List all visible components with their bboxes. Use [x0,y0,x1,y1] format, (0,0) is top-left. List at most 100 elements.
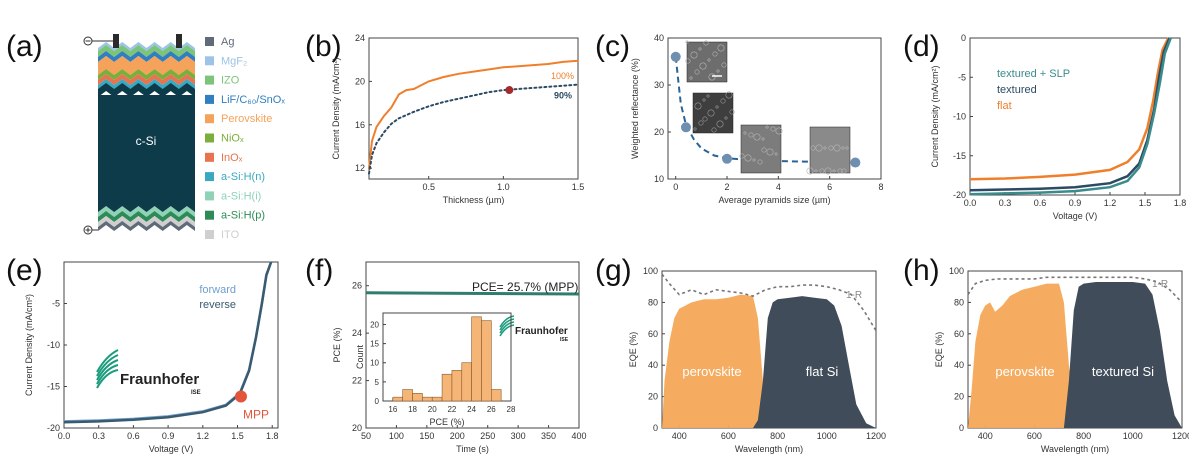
sem-texture [711,127,717,133]
legend-label: ITO [221,229,240,241]
x-tick-label-h: 800 [1076,431,1091,441]
y-axis-label-f: PCE (%) [332,327,342,362]
eqe-label: perovskite [682,364,741,379]
sem-texture [841,146,845,150]
x-tick-label-f: 250 [480,431,495,441]
x-tick-label-e: 1.2 [197,431,210,441]
legend-entry: textured [997,84,1037,96]
series-label-100: 100% [551,71,574,81]
x-tick-label-c: 4 [776,182,781,192]
histogram-bar [402,389,413,402]
histogram-bar [491,389,502,402]
sem-texture [716,69,720,73]
c-si-top-texture [98,83,195,97]
logo-swoosh [96,359,119,381]
chart-b: 0.5 1.0 1.5 12 16 20 24 Thickness (µm) Current D… [331,33,584,205]
x-tick-label-f: 200 [450,431,465,441]
legend-label: InOₓ [221,152,243,164]
histogram-bar [471,316,482,402]
legend-label: Ag [221,36,234,48]
sem-texture [694,69,700,75]
sem-texture [708,73,716,81]
c-si-label: c-Si [136,134,157,148]
x-tick-label-c: 2 [725,182,730,192]
eqe-area [1063,282,1182,428]
x-tick-label-e: 0.0 [58,431,71,441]
stack-layer [98,69,195,80]
sem-texture [715,105,719,109]
y-tick-label-f: 22 [352,376,362,386]
legend-swatch [205,114,214,124]
c-si-core [98,95,195,210]
eqe-label: perovskite [995,364,1054,379]
x-tick-label-f-inset: 24 [467,405,476,414]
chart-g: 400 600 800 1000 1200 0 20 40 60 80 100 Wavelength … [628,266,886,454]
x-tick-label-e: 1.8 [266,431,279,441]
legend-label: a-Si:H(i) [221,190,261,202]
x-axis-label-g: Wavelength (nm) [735,444,803,454]
legend-swatch [205,37,214,46]
y-tick-label-b: 16 [355,120,365,130]
sem-texture [693,127,697,131]
chart-h: 400 600 800 1000 1200 0 20 40 60 80 100 Wavelength … [934,266,1189,454]
x-tick-label-f: 350 [541,431,556,441]
sem-texture [694,102,702,110]
sem-texture [743,131,747,135]
stack-layer [98,79,195,90]
y-tick-label-c: 20 [654,127,664,137]
x-tick-label-f-inset: 28 [507,405,516,414]
ag-contact [113,34,119,48]
x-tick-label-f-inset: 20 [428,405,437,414]
stack-layer [98,216,195,227]
legend-swatch [205,133,214,143]
x-tick-label-f-inset: 18 [408,405,417,414]
legend-label: a-Si:H(p) [221,210,265,222]
legend-label: a-Si:H(n) [221,171,265,183]
eqe-area [968,283,1084,428]
x-tick-label-d: 0.6 [1034,198,1047,208]
legend-swatch [205,172,214,182]
jv-curve [969,37,1170,181]
sem-texture [724,116,728,120]
stack-layer [98,206,195,217]
x-tick-label-g: 1000 [817,431,837,441]
sem-texture [766,148,774,156]
chart-c: 0 2 4 6 8 10 20 30 40 Average pyramids size (µm) W… [630,33,884,205]
logo-text: Fraunhofer [120,371,199,388]
jv-curve [63,261,273,424]
stack-layer [98,51,195,62]
logo-sub: ISE [560,337,569,343]
legend-swatch [205,94,214,104]
x-tick-label-g: 400 [672,431,687,441]
sem-texture [761,147,767,153]
stack-layer [98,74,195,85]
chart-e: 0.0 0.3 0.6 0.9 1.2 1.5 1.8 -5 -10 -15 -20 Voltage … [24,261,279,454]
y-tick-label-g: 40 [648,360,658,370]
plot-frame-f [365,261,580,429]
x-tick-label-e: 0.3 [92,431,105,441]
y-tick-label-h: 40 [954,360,964,370]
sem-texture [832,169,836,173]
x-tick-label-h: 1200 [1172,431,1189,441]
sem-texture [725,91,733,99]
eqe-area [753,296,876,428]
sem-texture [712,51,718,57]
stack-layer [98,221,195,231]
logo-swoosh [499,315,515,328]
sem-texture [823,146,827,150]
y-tick-label-f-inset: 15 [370,340,379,349]
y-tick-label-e: -15 [47,382,60,392]
sem-texture [765,125,769,129]
x-tick-label-c: 0 [673,182,678,192]
sem-texture [717,44,725,52]
x-tick-label-g: 1200 [866,431,886,441]
y-axis-label-g: EQE (%) [628,332,638,368]
x-tick-label-e: 0.6 [127,431,140,441]
sem-texture [707,58,711,62]
logo-sub: ISE [191,390,201,396]
device-stack: c-Si Ag MgF₂ IZO LiF/C₆₀/SnOₓ Perovskite NiOₓ I… [83,34,285,241]
pce-annotation: PCE= 25.7% (MPP) [472,280,578,294]
x-tick-label-b: 1.5 [572,182,585,192]
